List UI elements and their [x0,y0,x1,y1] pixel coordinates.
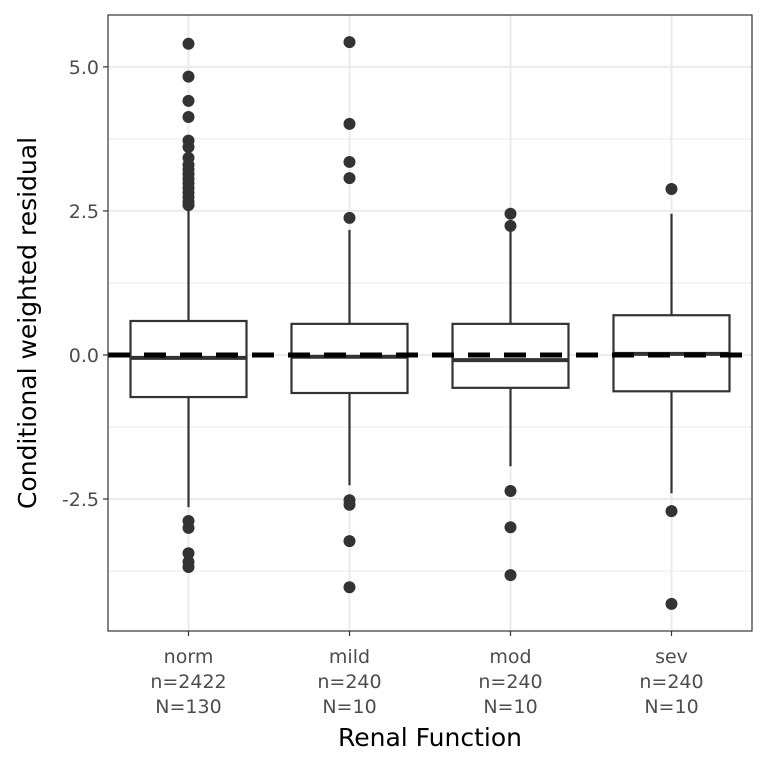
x-tick-label: N=10 [644,696,698,718]
outlier-point [665,505,678,518]
outlier-point [182,561,195,574]
outlier-point [504,521,517,534]
x-tick-label: N=10 [483,696,537,718]
x-tick-label: n=2422 [150,671,226,693]
outlier-point [504,569,517,582]
x-tick-label: n=240 [639,671,703,693]
outlier-point [504,219,517,232]
x-axis-label: Renal Function [338,723,522,752]
x-tick-label: mild [329,646,370,668]
panel-border [107,14,753,632]
outlier-point [665,597,678,610]
outlier-point [504,484,517,497]
outlier-point [343,498,356,511]
y-tick-label: -2.5 [62,489,99,511]
y-tick-label: 5.0 [69,57,99,79]
outlier-point [665,183,678,196]
x-tick-label: norm [164,646,214,668]
y-tick-label: 2.5 [69,201,99,223]
outlier-point [182,70,195,83]
y-tick-label: 0.0 [69,345,99,367]
outlier-point [182,140,195,153]
outlier-point [343,117,356,130]
box-norm [129,37,248,574]
x-tick-label: N=130 [155,696,221,718]
outlier-point [182,37,195,50]
outlier-point [343,581,356,594]
x-tick-label: n=240 [317,671,381,693]
outlier-point [343,535,356,548]
outlier-point [182,110,195,123]
outlier-point [343,172,356,185]
x-tick-label: mod [489,646,531,668]
outlier-point [182,199,195,212]
outlier-point [343,211,356,224]
outlier-point [343,36,356,49]
x-tick-label: N=10 [322,696,376,718]
outlier-point [182,521,195,534]
outlier-point [504,207,517,220]
outlier-point [182,94,195,107]
outlier-point [343,155,356,168]
x-tick-label: n=240 [478,671,542,693]
y-axis-label: Conditional weighted residual [13,137,42,509]
x-tick-label: sev [655,646,688,668]
box-mild [290,36,409,594]
outlier-point [182,547,195,560]
box-sev [612,183,731,610]
